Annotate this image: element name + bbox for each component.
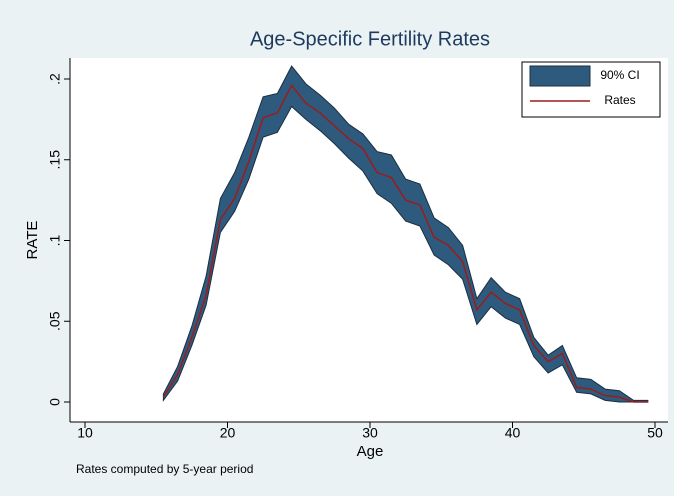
chart-title: Age-Specific Fertility Rates [250,28,490,50]
x-tick-label: 10 [77,425,93,441]
y-tick-label: .15 [47,150,63,170]
y-tick-label: .1 [47,234,63,246]
legend-label: 90% CI [600,68,639,82]
y-tick-label: .2 [47,73,63,85]
x-tick-label: 30 [362,425,378,441]
rate-line [162,84,648,403]
note: Rates computed by 5-year period [76,462,253,476]
legend-swatch [529,65,591,87]
x-tick-label: 50 [647,425,663,441]
y-tick-label: .05 [47,311,63,331]
x-tick-label: 40 [505,425,521,441]
y-axis-label: RATE [24,221,41,260]
legend-label: Rates [604,93,635,107]
x-tick-label: 20 [220,425,236,441]
x-axis-label: Age [357,443,384,460]
y-tick-label: 0 [47,398,63,406]
